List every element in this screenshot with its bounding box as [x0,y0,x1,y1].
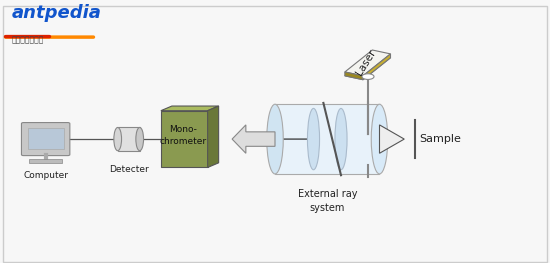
Polygon shape [232,125,275,153]
FancyBboxPatch shape [275,104,380,174]
Text: Sample: Sample [419,134,461,144]
Polygon shape [161,106,219,111]
FancyBboxPatch shape [118,128,140,151]
Ellipse shape [335,108,347,170]
Polygon shape [363,54,390,80]
Text: 分析测试百科网: 分析测试百科网 [12,36,45,45]
Ellipse shape [114,128,122,151]
Ellipse shape [307,108,320,170]
FancyBboxPatch shape [28,128,64,149]
Polygon shape [208,106,219,168]
Polygon shape [345,50,390,76]
FancyBboxPatch shape [21,123,70,156]
Text: Mono-
chrometer: Mono- chrometer [160,125,207,146]
Ellipse shape [136,128,144,151]
Ellipse shape [362,74,374,79]
Polygon shape [379,125,404,153]
Text: External ray
system: External ray system [298,189,357,213]
FancyBboxPatch shape [29,159,62,163]
Polygon shape [345,72,363,80]
Text: antpedia: antpedia [12,4,102,22]
Text: Laser: Laser [354,47,377,77]
Polygon shape [345,54,390,80]
Ellipse shape [371,104,388,174]
Ellipse shape [267,104,283,174]
FancyBboxPatch shape [161,111,208,168]
Text: Detecter: Detecter [109,165,148,174]
Text: Computer: Computer [23,171,68,180]
